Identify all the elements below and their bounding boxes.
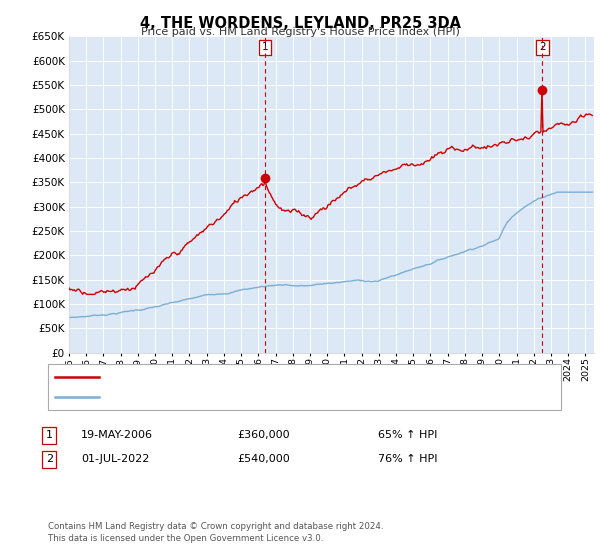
Text: £540,000: £540,000	[237, 454, 290, 464]
Text: 4, THE WORDENS, LEYLAND, PR25 3DA (detached house): 4, THE WORDENS, LEYLAND, PR25 3DA (detac…	[105, 372, 404, 382]
Text: Contains HM Land Registry data © Crown copyright and database right 2024.
This d: Contains HM Land Registry data © Crown c…	[48, 522, 383, 543]
Text: 1: 1	[262, 43, 268, 53]
Text: £360,000: £360,000	[237, 430, 290, 440]
Text: 4, THE WORDENS, LEYLAND, PR25 3DA: 4, THE WORDENS, LEYLAND, PR25 3DA	[139, 16, 461, 31]
Text: HPI: Average price, detached house, South Ribble: HPI: Average price, detached house, Sout…	[105, 392, 364, 402]
Text: 65% ↑ HPI: 65% ↑ HPI	[378, 430, 437, 440]
Text: 01-JUL-2022: 01-JUL-2022	[81, 454, 149, 464]
Text: 76% ↑ HPI: 76% ↑ HPI	[378, 454, 437, 464]
Text: 2: 2	[46, 454, 53, 464]
Text: 2: 2	[539, 43, 545, 53]
Text: 19-MAY-2006: 19-MAY-2006	[81, 430, 153, 440]
Text: 1: 1	[46, 430, 53, 440]
Text: Price paid vs. HM Land Registry's House Price Index (HPI): Price paid vs. HM Land Registry's House …	[140, 27, 460, 38]
